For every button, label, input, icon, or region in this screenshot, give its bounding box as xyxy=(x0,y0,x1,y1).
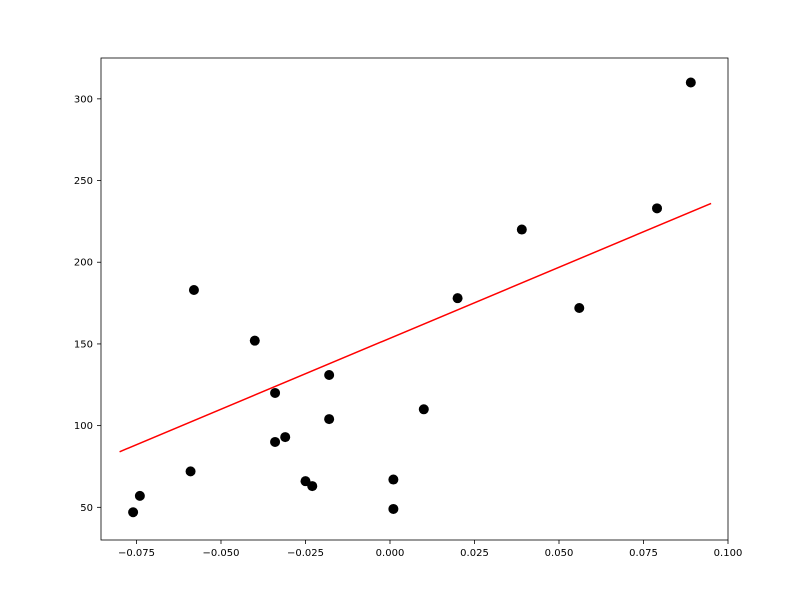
data-point xyxy=(419,404,429,414)
data-point xyxy=(324,370,334,380)
x-tick-label: 0.100 xyxy=(714,548,743,559)
x-tick-label: −0.050 xyxy=(202,548,239,559)
data-point xyxy=(388,504,398,514)
data-point xyxy=(128,507,138,517)
data-point xyxy=(189,285,199,295)
y-tick-label: 50 xyxy=(80,503,93,514)
data-point xyxy=(574,303,584,313)
regression-line xyxy=(120,203,712,451)
x-tick-label: −0.075 xyxy=(118,548,155,559)
data-point xyxy=(270,388,280,398)
y-tick-label: 250 xyxy=(74,176,93,187)
data-point xyxy=(324,414,334,424)
x-tick-label: 0.050 xyxy=(545,548,574,559)
x-tick-label: 0.025 xyxy=(460,548,489,559)
data-point xyxy=(652,203,662,213)
data-point xyxy=(186,466,196,476)
chart-svg: −0.075 −0.050 −0.025 0.000 0.025 0.050 0.075 0.… xyxy=(0,0,810,608)
axes-frame xyxy=(101,58,728,540)
y-tick-label: 200 xyxy=(74,258,93,269)
y-tick-label: 100 xyxy=(74,421,93,432)
data-point xyxy=(270,437,280,447)
scatter-chart: −0.075 −0.050 −0.025 0.000 0.025 0.050 0.075 0.… xyxy=(0,0,810,608)
data-point xyxy=(453,293,463,303)
data-point xyxy=(250,336,260,346)
data-point xyxy=(686,78,696,88)
data-point xyxy=(135,491,145,501)
y-tick-label: 150 xyxy=(74,339,93,350)
data-point xyxy=(517,225,527,235)
x-tick-label: 0.075 xyxy=(629,548,658,559)
data-point xyxy=(280,432,290,442)
y-tick-label: 300 xyxy=(74,94,93,105)
x-tick-label: −0.025 xyxy=(287,548,324,559)
data-point xyxy=(388,475,398,485)
data-point xyxy=(307,481,317,491)
x-tick-label: 0.000 xyxy=(376,548,405,559)
